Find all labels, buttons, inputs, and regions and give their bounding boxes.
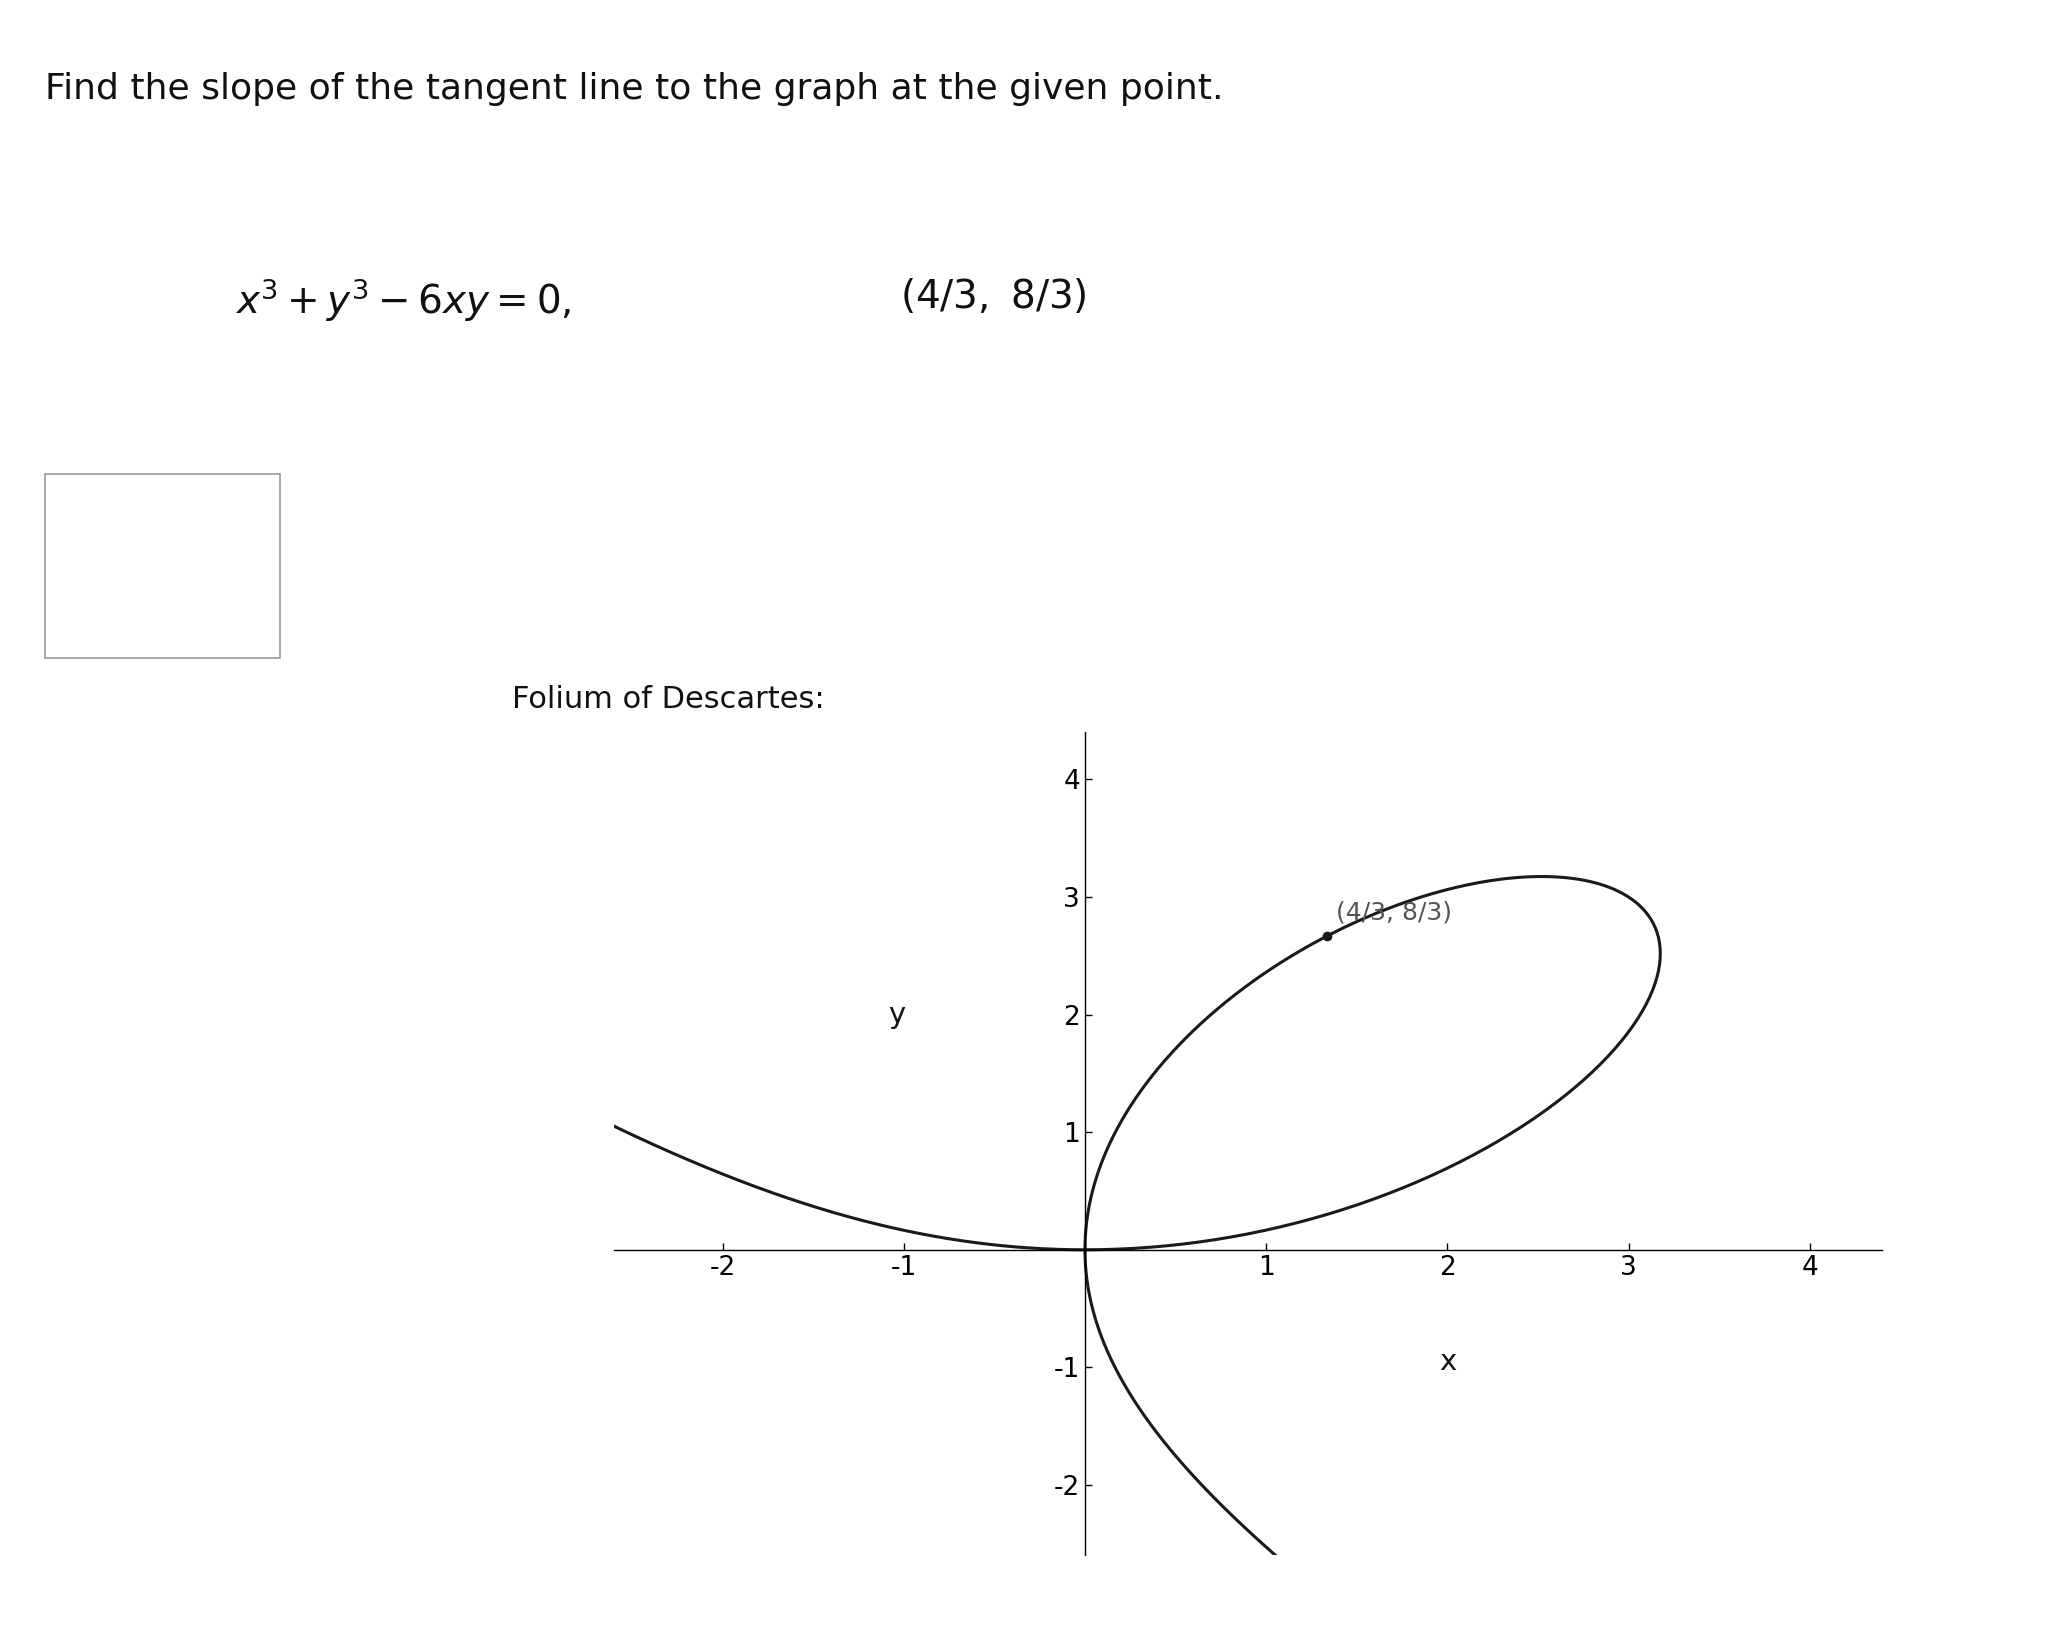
Text: (4/3, 8/3): (4/3, 8/3) — [1336, 900, 1453, 925]
Text: y: y — [888, 1001, 906, 1029]
Text: $x^3 + y^3 - 6xy = 0,$: $x^3 + y^3 - 6xy = 0,$ — [235, 277, 571, 324]
Text: x: x — [1438, 1348, 1457, 1376]
Text: $(4/3,\ 8/3)$: $(4/3,\ 8/3)$ — [900, 277, 1086, 316]
Text: Find the slope of the tangent line to the graph at the given point.: Find the slope of the tangent line to th… — [45, 72, 1224, 107]
Text: Folium of Descartes:: Folium of Descartes: — [512, 685, 825, 714]
Bar — [45, 474, 280, 658]
